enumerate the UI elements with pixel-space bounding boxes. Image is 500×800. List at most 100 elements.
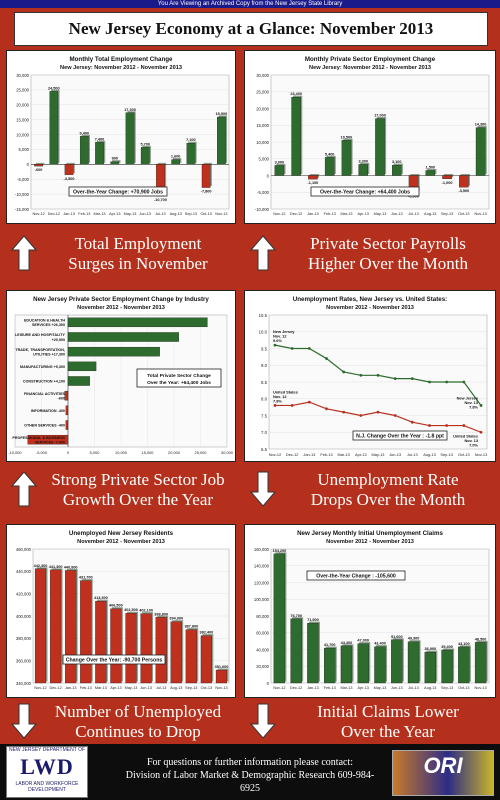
initial-claims-chart: New Jersey Monthly Initial Unemployment … [254,530,490,690]
y-tick-label: 0 [267,173,270,178]
y-tick-label: 120,000 [254,580,270,585]
category-label: CONSTRUCTION +4,100 [23,380,65,384]
category-label: PROFESSIONAL & BUSINESS [12,436,65,440]
data-label: 5,700 [140,142,150,146]
y-tick-label: 5,000 [259,157,270,162]
y-tick-label: 10,000 [256,140,269,145]
data-label: 51,600 [391,635,403,639]
data-point [376,410,380,414]
data-label: 154,200 [273,549,287,553]
x-tick-label: Sep-13 [441,686,453,690]
y-tick-label: 10.5 [259,313,268,318]
x-tick-label: Feb-13 [80,686,92,690]
x-tick-label: Apr-13 [355,452,367,457]
industry-change-chart: New Jersey Private Sector Employment Cha… [8,296,233,455]
x-tick-label: Jul-13 [408,212,418,216]
bar [341,140,352,176]
x-tick-label: Jul-13 [155,212,165,216]
data-label: 49,300 [408,637,420,641]
x-tick-label: Dec-12 [49,686,61,690]
x-tick-label: -10,000 [8,450,22,455]
x-tick-label: Feb-13 [320,452,332,457]
x-tick-label: Aug-13 [170,212,182,216]
chart-title: Unemployed New Jersey Residents [69,530,174,537]
contact-info: For questions or further information ple… [120,756,380,795]
x-tick-label: Nov-13 [475,452,488,457]
data-label: 431,700 [79,576,93,580]
x-tick-label: Nov-12 [269,452,282,457]
bar [459,175,469,188]
bar [65,405,69,416]
lwd-mark: LWD [20,754,74,779]
x-tick-label: 20,000 [168,450,181,455]
x-tick-label: Apr-13 [358,686,369,690]
chart-panel-unemployed: Unemployed New Jersey Residents November … [6,524,236,698]
x-tick-label: Oct-13 [201,686,212,690]
data-label: 441,300 [49,565,63,569]
ori-logo: ORI [392,750,494,796]
x-tick-label: Jan-13 [303,452,315,457]
lwd-dept-text: NEW JERSEY DEPARTMENT OF [8,747,86,753]
annotation-box [310,186,420,197]
x-tick-label: Dec-12 [290,686,302,690]
data-label: -10,700 [154,198,167,202]
x-tick-label: Jan-13 [307,212,319,216]
y-tick-label: 440,000 [16,569,32,574]
data-point [428,424,431,427]
caption-claims: Initial Claims Lower Over the Year [282,702,494,742]
x-tick-label: 10,000 [115,450,128,455]
y-tick-label: 25,000 [16,88,29,93]
bar [441,649,453,684]
down-arrow-icon [249,703,277,739]
y-tick-label: 360,000 [16,658,32,663]
y-tick-label: 140,000 [254,564,270,569]
bar-shadow [112,160,121,163]
data-point [307,400,311,404]
bar [67,376,90,386]
data-label: 7,400 [95,137,105,141]
data-label: 44,400 [341,641,353,645]
y-tick-label: 5,000 [19,147,30,152]
data-label: 3,300 [358,159,368,163]
data-label: 48,500 [475,637,487,641]
point-label: Nov. 13 [464,438,478,443]
point-label: 7.0% [469,442,478,447]
x-tick-label: Dec-12 [48,212,60,216]
bar [79,136,89,165]
x-tick-label: Apr-13 [358,212,369,216]
y-tick-label: 9.5 [261,346,268,351]
y-tick-label: 40,000 [256,647,269,652]
y-tick-label: 60,000 [256,631,269,636]
chart-subtitle: November 2012 - November 2013 [326,539,414,545]
data-point [410,377,414,381]
bar [291,96,301,176]
data-point [342,410,346,414]
bar [474,642,487,684]
point-label: Nov. 12 [273,334,287,339]
y-tick-label: 15,000 [16,117,29,122]
x-tick-label: Nov-13 [474,686,486,690]
y-tick-label: 6.5 [261,447,268,452]
x-tick-label: 0 [67,450,70,455]
x-tick-label: Aug-13 [424,212,436,216]
bar [340,645,353,684]
data-point [462,424,466,427]
y-tick-label: 0 [27,162,30,167]
data-label: 43,100 [458,642,470,646]
bar [65,420,69,430]
category-label: UTILITIES +17,300 [33,352,65,356]
caption-line: Growth Over the Year [62,490,214,509]
x-tick-label: Jan-13 [63,212,75,216]
bar [80,580,92,684]
bar [95,600,107,684]
down-arrow-icon [10,703,38,739]
chart-panel-industry: New Jersey Private Sector Employment Cha… [6,290,236,462]
bar [67,346,160,357]
data-label: 402,500 [124,608,138,612]
caption-line: Higher Over the Month [307,254,469,273]
y-tick-label: 80,000 [256,614,269,619]
y-tick-label: 20,000 [256,664,269,669]
data-point [325,407,328,411]
bar [357,643,369,684]
category-label: -600 [58,396,65,400]
